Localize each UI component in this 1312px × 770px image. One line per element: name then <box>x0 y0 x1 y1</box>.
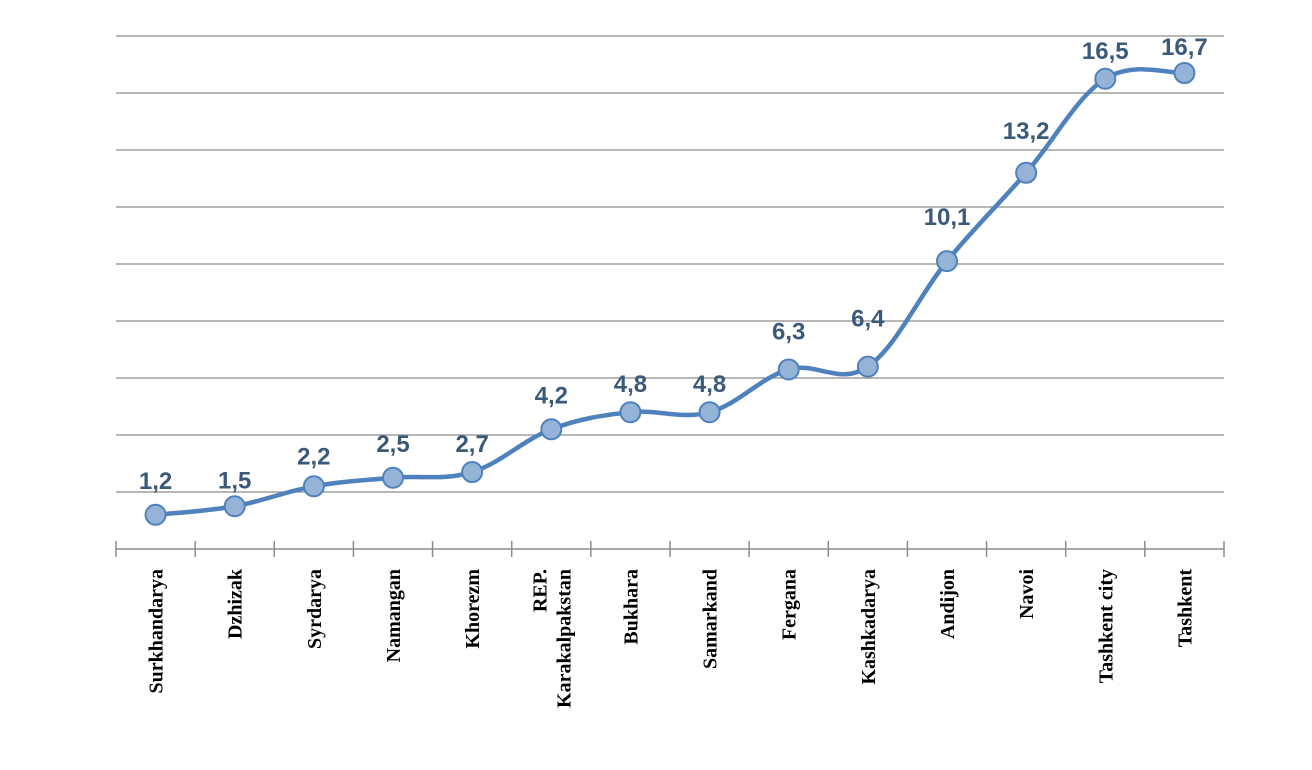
category-label: Bukhara <box>620 569 642 645</box>
data-label: 2,2 <box>297 443 330 470</box>
data-point <box>1094 67 1117 90</box>
gridlines <box>116 35 1224 493</box>
svg-text:Samarkand: Samarkand <box>700 569 722 669</box>
category-label: Andijon <box>937 569 959 639</box>
svg-text:Tashkent city: Tashkent city <box>1095 569 1117 683</box>
category-label: REP. Karakalpakstan <box>529 569 575 708</box>
svg-text:Navoi: Navoi <box>1016 569 1038 619</box>
data-point <box>223 495 246 518</box>
svg-text:Khorezm: Khorezm <box>462 569 484 649</box>
category-label: Khorezm <box>462 569 484 649</box>
data-label: 10,1 <box>924 204 971 231</box>
svg-text:REP.Karakalpakstan: REP. Karakalpakstan <box>529 569 575 708</box>
data-label: 6,3 <box>772 318 805 345</box>
svg-text:Namangan: Namangan <box>383 569 405 662</box>
data-point <box>144 503 167 526</box>
data-point <box>302 475 325 498</box>
series <box>144 62 1196 526</box>
data-point <box>698 401 721 424</box>
data-labels: 1,2 1,5 2,2 2,5 2,7 4,2 4,8 4,8 6,3 6,4 10,1 13,2 16… <box>139 34 1208 495</box>
category-label: Navoi <box>1016 569 1038 619</box>
data-label: 2,7 <box>455 431 488 458</box>
data-label: 16,7 <box>1161 34 1208 61</box>
category-label: Namangan <box>383 569 405 662</box>
category-label: Dzhizak <box>225 568 247 639</box>
data-point <box>1015 161 1038 184</box>
data-point <box>777 358 800 381</box>
category-label: Syrdarya <box>304 569 326 649</box>
data-label: 1,5 <box>218 467 251 494</box>
data-label: 6,4 <box>851 306 885 333</box>
data-label: 4,2 <box>535 382 568 409</box>
data-point <box>936 250 958 273</box>
svg-text:Andijon: Andijon <box>937 569 959 639</box>
category-label: Tashkent city <box>1095 569 1117 683</box>
svg-text:Fergana: Fergana <box>779 569 801 640</box>
svg-text:Dzhizak: Dzhizak <box>225 568 247 639</box>
svg-text:Tashkent: Tashkent <box>1174 569 1196 648</box>
data-point <box>382 466 404 489</box>
data-point <box>1173 62 1196 85</box>
data-label: 4,8 <box>693 371 726 398</box>
data-label: 16,5 <box>1082 38 1129 65</box>
data-point <box>619 401 642 424</box>
category-label: Kashkadarya <box>858 569 880 685</box>
data-label: 1,2 <box>139 468 172 495</box>
svg-text:Syrdarya: Syrdarya <box>304 569 326 649</box>
category-labels: Surkhandarya Dzhizak Syrdarya Namangan Khore… <box>146 568 1197 708</box>
data-label: 4,8 <box>614 371 647 398</box>
data-point <box>461 461 484 484</box>
x-axis <box>115 541 1225 557</box>
svg-text:Kashkadarya: Kashkadarya <box>858 569 880 685</box>
data-label: 13,2 <box>1003 118 1050 145</box>
category-label: Samarkand <box>700 569 722 669</box>
svg-text:Surkhandarya: Surkhandarya <box>146 569 168 694</box>
category-label: Surkhandarya <box>146 569 168 694</box>
category-label: Fergana <box>779 569 801 640</box>
data-point <box>856 355 879 378</box>
data-point <box>540 418 563 441</box>
category-label: Tashkent <box>1174 569 1196 648</box>
data-label: 2,5 <box>376 431 409 458</box>
svg-text:Bukhara: Bukhara <box>620 569 642 645</box>
